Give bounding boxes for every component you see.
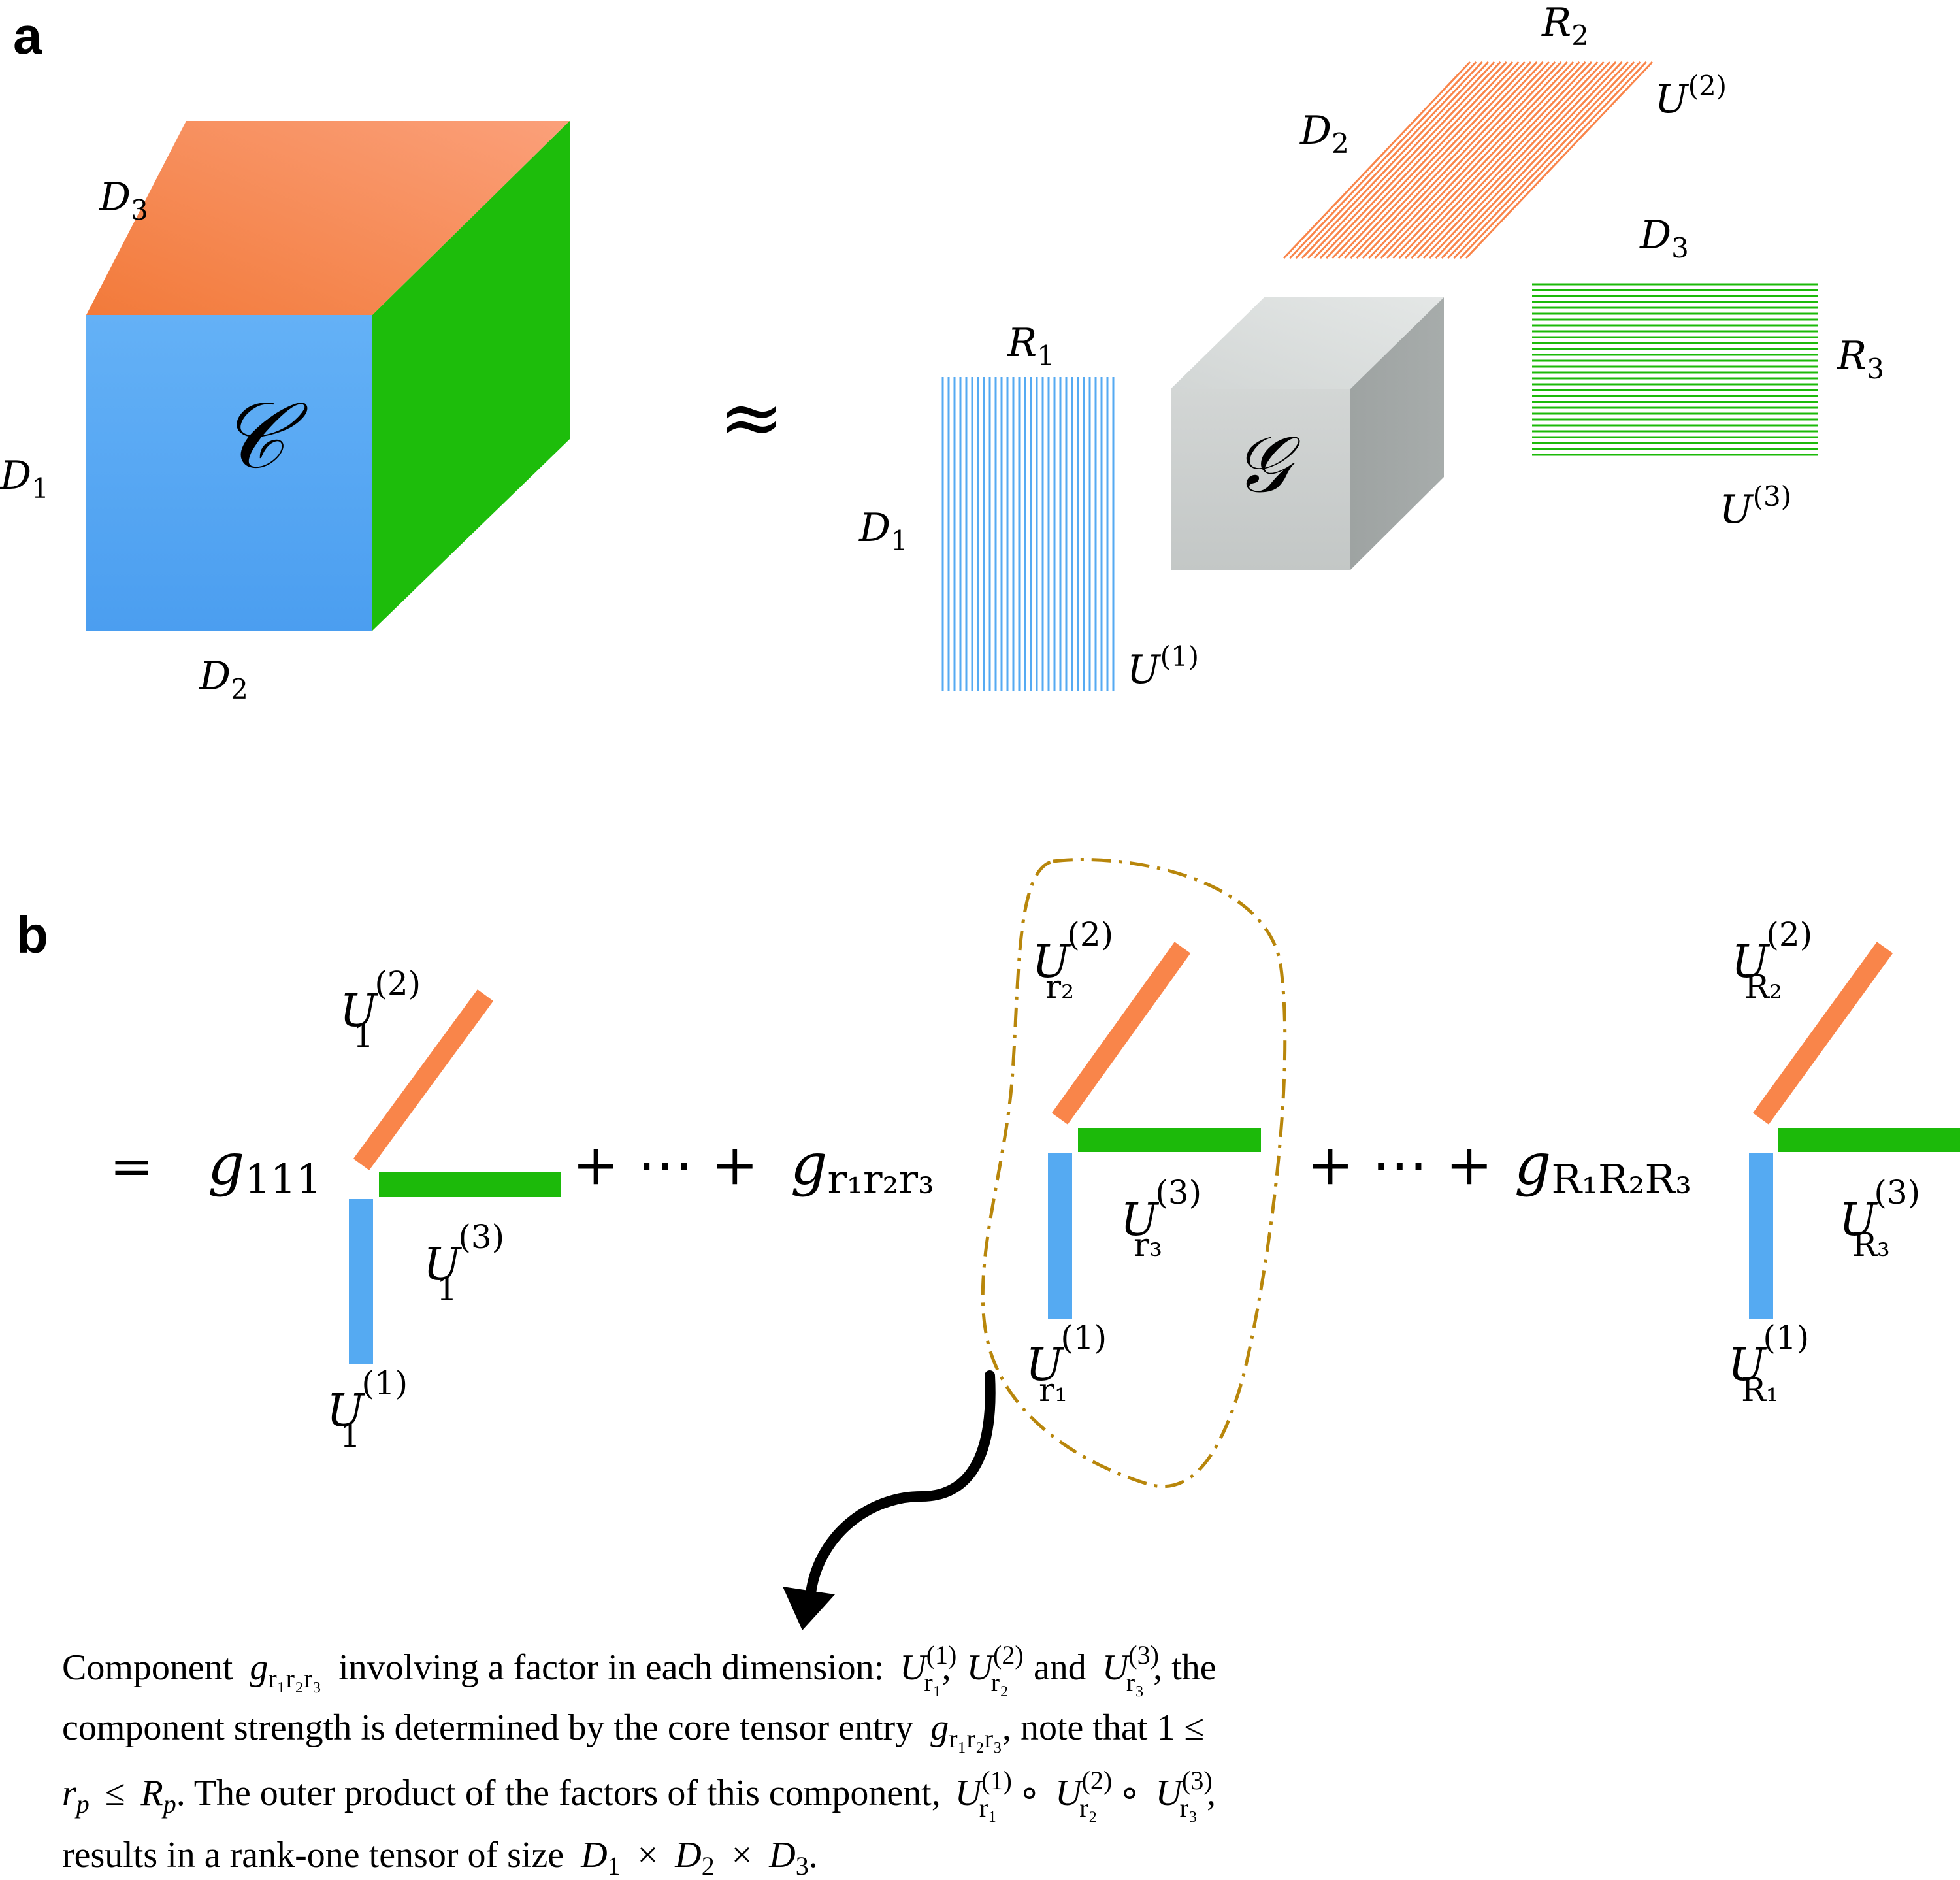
term3-u1-label: U(1) R₁	[1728, 1319, 1809, 1409]
factor-matrix-u2	[1282, 61, 1654, 259]
term3-u3-bar	[1778, 1128, 1960, 1152]
u2-name-label: U(2)	[1655, 70, 1727, 122]
u1-name-label: U(1)	[1127, 640, 1199, 693]
u2-stripe	[1289, 61, 1477, 259]
caption-line-2: component strength is determined by the …	[62, 1707, 1204, 1753]
core-side-face	[1350, 297, 1444, 570]
term1-u2-label: U(2) 1	[340, 965, 421, 1055]
rank-one-term-1	[349, 989, 561, 1364]
term1-u3-bar	[379, 1172, 561, 1197]
coef-gr1r2r3: gr₁r₂r₃	[791, 1130, 934, 1203]
u2-stripe	[1295, 61, 1483, 259]
u2-stripe	[1386, 61, 1575, 259]
term2-u3-label: U(3) r₃	[1120, 1174, 1201, 1264]
u3-name-label: U(3)	[1720, 480, 1791, 533]
u2-stripe	[1368, 61, 1556, 259]
plus-dots-2: + ⋯ +	[1307, 1132, 1493, 1198]
tensor-c-side-face	[372, 121, 570, 631]
factor-matrix-u3	[1532, 283, 1818, 456]
curved-arrow	[783, 1370, 996, 1630]
u2-stripe	[1374, 61, 1562, 259]
term2-u2-bar	[1051, 942, 1191, 1125]
tensor-c-cube: 𝒞	[86, 121, 570, 631]
term1-u1-bar	[349, 1199, 373, 1364]
approx-symbol: ≈	[719, 372, 785, 463]
u3-rows-label: D3	[1639, 212, 1689, 264]
tensor-c-top-face	[86, 121, 570, 315]
term1-u2-bar	[353, 989, 494, 1170]
u2-stripe	[1282, 61, 1471, 259]
u2-stripe	[1392, 61, 1580, 259]
tensor-c-d1-label: D1	[0, 453, 49, 504]
u2-stripe	[1356, 61, 1544, 259]
u2-stripe	[1319, 61, 1507, 259]
term1-u3-label: U(3) 1	[423, 1218, 504, 1308]
u3-cols-label: R3	[1837, 333, 1884, 385]
factor-matrix-u1	[941, 377, 1115, 691]
u2-stripe	[1465, 61, 1654, 259]
u2-stripe	[1429, 61, 1617, 259]
term2-u1-bar	[1048, 1153, 1072, 1319]
coef-g111: g111	[208, 1130, 322, 1203]
caption: Component gr₁r₂r₃ involving a factor in …	[62, 1640, 1217, 1880]
u2-stripe	[1362, 61, 1550, 259]
term3-u1-bar	[1749, 1153, 1773, 1319]
coef-gR1R2R3: gR₁R₂R₃	[1514, 1130, 1691, 1203]
rank-one-term-3	[1749, 942, 1960, 1319]
equals-sign: =	[110, 1136, 154, 1196]
u2-stripe	[1422, 61, 1610, 259]
rank-one-term-2	[1048, 942, 1261, 1319]
term1-u1-label: U(1) 1	[327, 1364, 408, 1455]
u2-cols-label: R2	[1541, 0, 1589, 52]
u2-stripe	[1404, 61, 1593, 259]
plus-dots-1: + ⋯ +	[572, 1132, 759, 1198]
u2-stripe	[1398, 61, 1586, 259]
u2-stripe	[1416, 61, 1605, 259]
u2-stripe	[1441, 61, 1629, 259]
tensor-c-d3-label: D3	[99, 174, 148, 226]
panel-b-label: b	[16, 906, 48, 964]
u1-cols-label: R1	[1007, 320, 1054, 372]
u2-stripe	[1343, 61, 1532, 259]
term3-u3-label: U(3) R₃	[1839, 1174, 1920, 1264]
term2-u3-bar	[1078, 1128, 1261, 1152]
core-top-face	[1171, 297, 1444, 389]
u2-stripe	[1447, 61, 1635, 259]
u2-stripe	[1331, 61, 1520, 259]
term2-u2-label: U(2) r₂	[1032, 915, 1113, 1006]
highlight-outline	[981, 857, 1287, 1489]
tensor-c-d2-label: D2	[199, 653, 248, 705]
term2-u1-label: U(1) r₁	[1026, 1319, 1107, 1409]
core-front-face	[1171, 389, 1350, 570]
term3-u2-label: U(2) R₂	[1731, 915, 1812, 1006]
u2-stripe	[1435, 61, 1623, 259]
u2-stripe	[1453, 61, 1641, 259]
u2-stripe	[1326, 61, 1514, 259]
term3-u2-bar	[1752, 942, 1893, 1125]
u2-rows-label: D2	[1299, 108, 1349, 159]
u2-stripe	[1337, 61, 1526, 259]
panel-a-label: a	[13, 7, 42, 65]
u2-stripe	[1307, 61, 1495, 259]
tensor-c-front-face	[86, 315, 372, 631]
u2-stripe	[1313, 61, 1501, 259]
u1-rows-label: D1	[858, 505, 908, 557]
u2-stripe	[1380, 61, 1568, 259]
caption-line-4: results in a rank-one tensor of size D1 …	[62, 1835, 818, 1880]
caption-line-1: Component gr₁r₂r₃ involving a factor in …	[62, 1640, 1217, 1700]
u2-stripe	[1411, 61, 1599, 259]
u2-stripe	[1350, 61, 1538, 259]
u2-stripe	[1301, 61, 1489, 259]
core-tensor-g-cube: 𝒢	[1171, 297, 1444, 570]
u2-stripe	[1459, 61, 1647, 259]
caption-line-3: rp ≤ Rp. The outer product of the factor…	[62, 1766, 1216, 1825]
